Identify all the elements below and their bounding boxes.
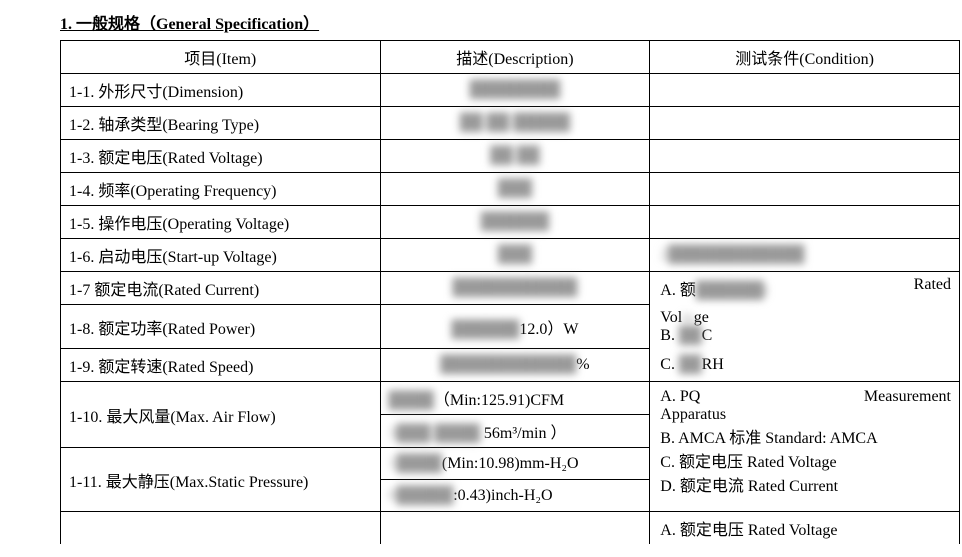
table-row: 1-5. 操作电压(Operating Voltage) ██████ (61, 206, 960, 239)
blurred-value: ████ (389, 392, 434, 410)
item-cell: 1-6. 启动电压(Start-up Voltage) (61, 239, 381, 272)
desc-cell: ██████ (380, 206, 650, 239)
blurred-value: ████████████ (440, 356, 576, 374)
blurred-value: ███████████ (453, 279, 578, 297)
item-cell: 1-7 额定电流(Rated Current) (61, 272, 381, 305)
spec-table: 项目(Item) 描述(Description) 测试条件(Condition)… (60, 40, 960, 544)
item-cell: 1-11. 最大静压(Max.Static Pressure) (61, 448, 381, 512)
desc-cell: ██ ██ █████ (380, 107, 650, 140)
table-row: 1-9. 额定转速(Rated Speed) ████████████% C. … (61, 349, 960, 382)
table-row: 1-6. 启动电压(Start-up Voltage) ███ 2███████… (61, 239, 960, 272)
desc-text: % (576, 356, 589, 373)
item-cell: 1-2. 轴承类型(Bearing Type) (61, 107, 381, 140)
desc-cell: ███████████ (380, 272, 650, 305)
cond-text: Vol (660, 309, 682, 326)
table-row: A. 额定电压 Rated Voltage (61, 512, 960, 545)
cond-cell: A. 额██████t Rated (650, 272, 960, 305)
desc-cell: 3███ ████.56m³/min ） (380, 415, 650, 448)
cond-cell: A. 额定电压 Rated Voltage (650, 512, 960, 545)
blurred-value: ██ (679, 327, 702, 345)
item-cell (61, 512, 381, 545)
item-cell: 1-9. 额定转速(Rated Speed) (61, 349, 381, 382)
table-row: 1-1. 外形尺寸(Dimension) ████████ (61, 74, 960, 107)
item-cell: 1-4. 频率(Operating Frequency) (61, 173, 381, 206)
blurred-value: ██ ██ (490, 147, 539, 165)
cond-cell (650, 173, 960, 206)
header-description: 描述(Description) (380, 41, 650, 74)
blurred-value: 1████ (389, 455, 442, 473)
blurred-value: ██████ (451, 321, 519, 339)
cond-text: Rated (914, 276, 951, 300)
desc-text: 12.0）W (519, 321, 578, 338)
cond-cell: C. ██RH (650, 349, 960, 382)
cond-cell: A. PQ Measurement Apparatus B. AMCA 标准 S… (650, 382, 960, 512)
table-row: 1-7 额定电流(Rated Current) ███████████ A. 额… (61, 272, 960, 305)
cond-text: ge (694, 309, 709, 326)
cond-cell: 2████████████ (650, 239, 960, 272)
item-cell: 1-10. 最大风量(Max. Air Flow) (61, 382, 381, 448)
cond-text: B. AMCA 标准 Standard: AMCA (660, 424, 951, 448)
header-item: 项目(Item) (61, 41, 381, 74)
blurred-value: ██████ (481, 213, 549, 231)
item-cell: 1-3. 额定电压(Rated Voltage) (61, 140, 381, 173)
cond-text: Apparatus (660, 406, 951, 424)
blurred-value: ██ ██ █████ (460, 114, 570, 132)
desc-text: :0.43)inch-H₂O (453, 487, 552, 504)
desc-cell: ████（Min:125.91)CFM (380, 382, 650, 415)
cond-cell: Voltage B. ██C (650, 305, 960, 349)
blurred-value: 2████████████ (660, 246, 804, 264)
cond-text: Measurement (864, 388, 951, 406)
cond-cell (650, 74, 960, 107)
blurred-value: ██████t (696, 282, 768, 300)
table-row: 1-4. 频率(Operating Frequency) ███ (61, 173, 960, 206)
blurred-value: 3███ ████. (389, 425, 484, 443)
desc-cell (380, 512, 650, 545)
blurred-value: ████████ (470, 81, 561, 99)
cond-cell (650, 140, 960, 173)
item-cell: 1-1. 外形尺寸(Dimension) (61, 74, 381, 107)
cond-text: A. PQ (660, 388, 700, 406)
desc-cell: 1████(Min:10.98)mm-H₂O (380, 448, 650, 480)
cond-text: C. 额定电压 Rated Voltage (660, 448, 951, 472)
cond-text: A. 额 (660, 282, 696, 299)
desc-cell: ██████12.0）W (380, 305, 650, 349)
table-row: 1-10. 最大风量(Max. Air Flow) ████（Min:125.9… (61, 382, 960, 415)
blurred-value: ta (682, 309, 694, 327)
cond-text: C. (660, 356, 679, 373)
desc-cell: ████████████% (380, 349, 650, 382)
cond-text: RH (702, 356, 724, 373)
cond-text: C (702, 327, 713, 344)
desc-cell: ██ ██ (380, 140, 650, 173)
blurred-value: 0█████ (389, 487, 454, 505)
table-row: 1-3. 额定电压(Rated Voltage) ██ ██ (61, 140, 960, 173)
desc-cell: ███ (380, 239, 650, 272)
table-row: 1-2. 轴承类型(Bearing Type) ██ ██ █████ (61, 107, 960, 140)
desc-text: （Min:125.91)CFM (434, 392, 564, 409)
blurred-value: ███ (498, 180, 532, 198)
blurred-value: ███ (498, 246, 532, 264)
item-cell: 1-5. 操作电压(Operating Voltage) (61, 206, 381, 239)
blurred-value: ██ (679, 356, 702, 374)
desc-cell: ████████ (380, 74, 650, 107)
table-header-row: 项目(Item) 描述(Description) 测试条件(Condition) (61, 41, 960, 74)
desc-text: 56m³/min ） (484, 425, 567, 442)
item-cell: 1-8. 额定功率(Rated Power) (61, 305, 381, 349)
section-title: 1. 一般规格（General Specification） (60, 10, 942, 34)
desc-cell: 0█████:0.43)inch-H₂O (380, 480, 650, 512)
cond-text: D. 额定电流 Rated Current (660, 472, 951, 496)
cond-cell (650, 107, 960, 140)
table-row: 1-8. 额定功率(Rated Power) ██████12.0）W Volt… (61, 305, 960, 349)
desc-text: (Min:10.98)mm-H₂O (442, 455, 579, 472)
cond-cell (650, 206, 960, 239)
desc-cell: ███ (380, 173, 650, 206)
cond-text: B. (660, 327, 679, 344)
header-condition: 测试条件(Condition) (650, 41, 960, 74)
